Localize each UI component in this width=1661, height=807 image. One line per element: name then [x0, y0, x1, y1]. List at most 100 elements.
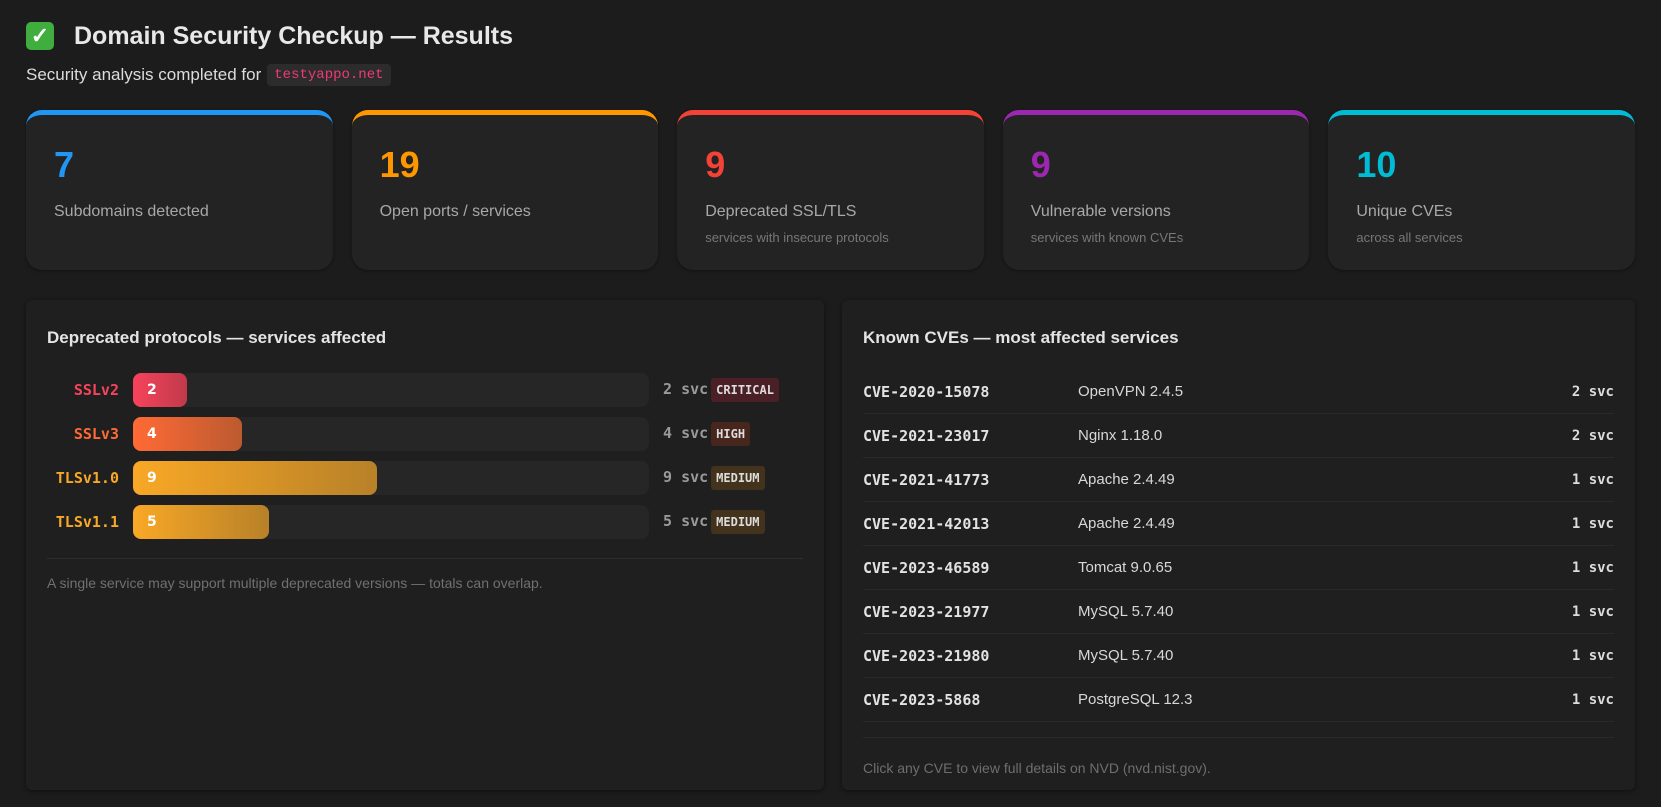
protocol-label: TLSv1.1	[55, 513, 119, 531]
cve-service: PostgreSQL 12.3	[1078, 691, 1193, 708]
cve-id-link[interactable]: CVE-2021-42013	[863, 514, 990, 533]
cve-id-link[interactable]: CVE-2020-15078	[863, 382, 990, 401]
cve-id-link[interactable]: CVE-2023-46589	[863, 558, 990, 577]
cve-service: MySQL 5.7.40	[1078, 647, 1174, 664]
count-unit: svc	[681, 512, 709, 530]
stat-label: Vulnerable versions	[1030, 203, 1171, 220]
protocol-label: SSLv3	[73, 425, 119, 443]
cve-row[interactable]: CVE-2023-5868 PostgreSQL 12.3 1 svc	[863, 678, 1614, 722]
protocols-note: A single service may support multiple de…	[47, 575, 543, 591]
cve-service: Nginx 1.18.0	[1078, 427, 1163, 444]
severity-badge: MEDIUM	[711, 510, 765, 534]
known-cves-panel: Known CVEs — most affected services CVE-…	[842, 300, 1635, 790]
stat-value: 9	[1030, 144, 1051, 185]
service-count: 4 svc HIGH	[663, 422, 783, 446]
bar-track: 9	[133, 461, 649, 495]
cve-id-link[interactable]: CVE-2023-5868	[863, 690, 981, 709]
stat-card: 7 Subdomains detected	[26, 110, 333, 270]
count-value: 4	[663, 424, 673, 442]
cve-service: Apache 2.4.49	[1078, 515, 1175, 532]
count-value: 5	[663, 512, 673, 530]
count-value: 9	[663, 468, 673, 486]
cve-row[interactable]: CVE-2021-42013 Apache 2.4.49 1 svc	[863, 502, 1614, 546]
stat-sublabel: services with insecure protocols	[705, 230, 889, 245]
cve-id-link[interactable]: CVE-2023-21977	[863, 602, 990, 621]
bar-track: 2	[133, 373, 649, 407]
cve-service-count: 2 svc	[1571, 427, 1614, 444]
stat-sublabel: services with known CVEs	[1030, 230, 1184, 245]
cve-service-count: 1 svc	[1571, 691, 1614, 708]
cve-service-count: 1 svc	[1571, 603, 1614, 620]
count-unit: svc	[681, 468, 709, 486]
cve-list: CVE-2020-15078 OpenVPN 2.4.5 2 svc CVE-20…	[863, 370, 1614, 722]
stat-label: Subdomains detected	[54, 203, 209, 220]
protocol-row: SSLv3 4 4 svc HIGH	[47, 412, 803, 456]
count-unit: svc	[681, 380, 709, 398]
cve-id-link[interactable]: CVE-2023-21980	[863, 646, 990, 665]
bar-value: 5	[147, 514, 157, 530]
check-mark-icon: ✓	[26, 22, 54, 50]
panel-title: Known CVEs — most affected services	[863, 328, 1179, 347]
service-count: 2 svc CRITICAL	[663, 378, 783, 402]
cve-row[interactable]: CVE-2020-15078 OpenVPN 2.4.5 2 svc	[863, 370, 1614, 414]
severity-badge: HIGH	[711, 422, 751, 446]
service-count: 9 svc MEDIUM	[663, 466, 783, 490]
domain-code: testyappo.net	[267, 64, 391, 86]
subtitle-text: Security analysis completed for	[26, 65, 262, 84]
cve-service-count: 1 svc	[1571, 515, 1614, 532]
cve-row[interactable]: CVE-2021-41773 Apache 2.4.49 1 svc	[863, 458, 1614, 502]
count-value: 2	[663, 380, 673, 398]
bar-value: 4	[147, 426, 157, 442]
stat-value: 19	[379, 144, 420, 185]
protocol-row: TLSv1.0 9 9 svc MEDIUM	[47, 456, 803, 500]
stat-label: Deprecated SSL/TLS	[705, 203, 857, 220]
service-count: 5 svc MEDIUM	[663, 510, 783, 534]
cve-service-count: 1 svc	[1571, 559, 1614, 576]
page-subtitle: Security analysis completed for testyapp…	[26, 64, 1635, 86]
count-unit: svc	[681, 424, 709, 442]
page-header: ✓ Domain Security Checkup — Results Secu…	[26, 0, 1635, 86]
cve-service: MySQL 5.7.40	[1078, 603, 1174, 620]
cve-service: Tomcat 9.0.65	[1078, 559, 1173, 576]
bar-value: 9	[147, 470, 157, 486]
cve-row[interactable]: CVE-2023-46589 Tomcat 9.0.65 1 svc	[863, 546, 1614, 590]
cves-note: Click any CVE to view full details on NV…	[863, 760, 1211, 776]
bar-fill: 5	[133, 505, 269, 539]
protocol-bar-chart: SSLv2 2 2 svc CRITICAL SSLv3 4 4 svc HIGH …	[47, 368, 803, 544]
divider	[863, 737, 1614, 738]
protocol-label: TLSv1.0	[55, 469, 119, 487]
bar-track: 4	[133, 417, 649, 451]
stat-label: Open ports / services	[379, 203, 531, 220]
stat-card: 9 Vulnerable versions services with know…	[1002, 110, 1310, 270]
stats-row: 7 Subdomains detected 19 Open ports / se…	[26, 110, 1635, 270]
stat-value: 9	[705, 144, 726, 185]
protocol-label: SSLv2	[73, 381, 119, 399]
divider	[47, 558, 803, 559]
page-title: ✓ Domain Security Checkup — Results	[26, 20, 1635, 52]
deprecated-protocols-panel: Deprecated protocols — services affected…	[26, 300, 824, 790]
cve-service: OpenVPN 2.4.5	[1078, 383, 1184, 400]
cve-service: Apache 2.4.49	[1078, 471, 1175, 488]
stat-card: 19 Open ports / services	[351, 110, 659, 270]
cve-row[interactable]: CVE-2023-21977 MySQL 5.7.40 1 svc	[863, 590, 1614, 634]
stat-sublabel: across all services	[1356, 230, 1463, 245]
severity-badge: MEDIUM	[711, 466, 765, 490]
cve-row[interactable]: CVE-2023-21980 MySQL 5.7.40 1 svc	[863, 634, 1614, 678]
stat-value: 7	[54, 144, 75, 185]
stat-value: 10	[1356, 144, 1397, 185]
cve-id-link[interactable]: CVE-2021-23017	[863, 426, 990, 445]
bar-track: 5	[133, 505, 649, 539]
bar-fill: 4	[133, 417, 242, 451]
bar-fill: 2	[133, 373, 187, 407]
bar-fill: 9	[133, 461, 377, 495]
cve-service-count: 1 svc	[1571, 647, 1614, 664]
stat-label: Unique CVEs	[1356, 203, 1453, 220]
cve-service-count: 1 svc	[1571, 471, 1614, 488]
protocol-row: TLSv1.1 5 5 svc MEDIUM	[47, 500, 803, 544]
cve-id-link[interactable]: CVE-2021-41773	[863, 470, 990, 489]
page-title-text: Domain Security Checkup — Results	[74, 21, 514, 50]
protocol-row: SSLv2 2 2 svc CRITICAL	[47, 368, 803, 412]
cve-row[interactable]: CVE-2021-23017 Nginx 1.18.0 2 svc	[863, 414, 1614, 458]
severity-badge: CRITICAL	[711, 378, 779, 402]
bar-value: 2	[147, 382, 157, 398]
